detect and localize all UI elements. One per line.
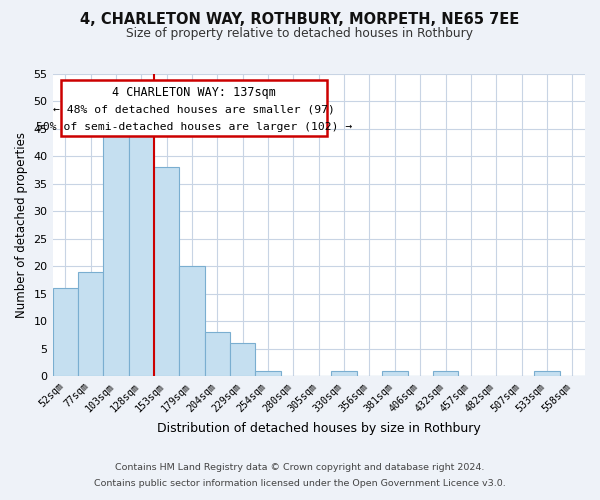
Bar — [154, 168, 179, 376]
Bar — [382, 371, 407, 376]
Text: 50% of semi-detached houses are larger (102) →: 50% of semi-detached houses are larger (… — [35, 122, 352, 132]
Text: 4, CHARLETON WAY, ROTHBURY, MORPETH, NE65 7EE: 4, CHARLETON WAY, ROTHBURY, MORPETH, NE6… — [80, 12, 520, 28]
Bar — [179, 266, 205, 376]
Bar — [78, 272, 103, 376]
Text: Contains public sector information licensed under the Open Government Licence v3: Contains public sector information licen… — [94, 478, 506, 488]
Bar — [433, 371, 458, 376]
Text: ← 48% of detached houses are smaller (97): ← 48% of detached houses are smaller (97… — [53, 104, 335, 115]
Bar — [534, 371, 560, 376]
Text: Contains HM Land Registry data © Crown copyright and database right 2024.: Contains HM Land Registry data © Crown c… — [115, 464, 485, 472]
Bar — [230, 344, 256, 376]
X-axis label: Distribution of detached houses by size in Rothbury: Distribution of detached houses by size … — [157, 422, 481, 435]
Bar — [205, 332, 230, 376]
Text: Size of property relative to detached houses in Rothbury: Size of property relative to detached ho… — [127, 28, 473, 40]
FancyBboxPatch shape — [61, 80, 327, 136]
Text: 4 CHARLETON WAY: 137sqm: 4 CHARLETON WAY: 137sqm — [112, 86, 275, 99]
Bar — [53, 288, 78, 376]
Y-axis label: Number of detached properties: Number of detached properties — [15, 132, 28, 318]
Bar — [256, 371, 281, 376]
Bar — [128, 124, 154, 376]
Bar — [331, 371, 357, 376]
Bar — [103, 129, 128, 376]
